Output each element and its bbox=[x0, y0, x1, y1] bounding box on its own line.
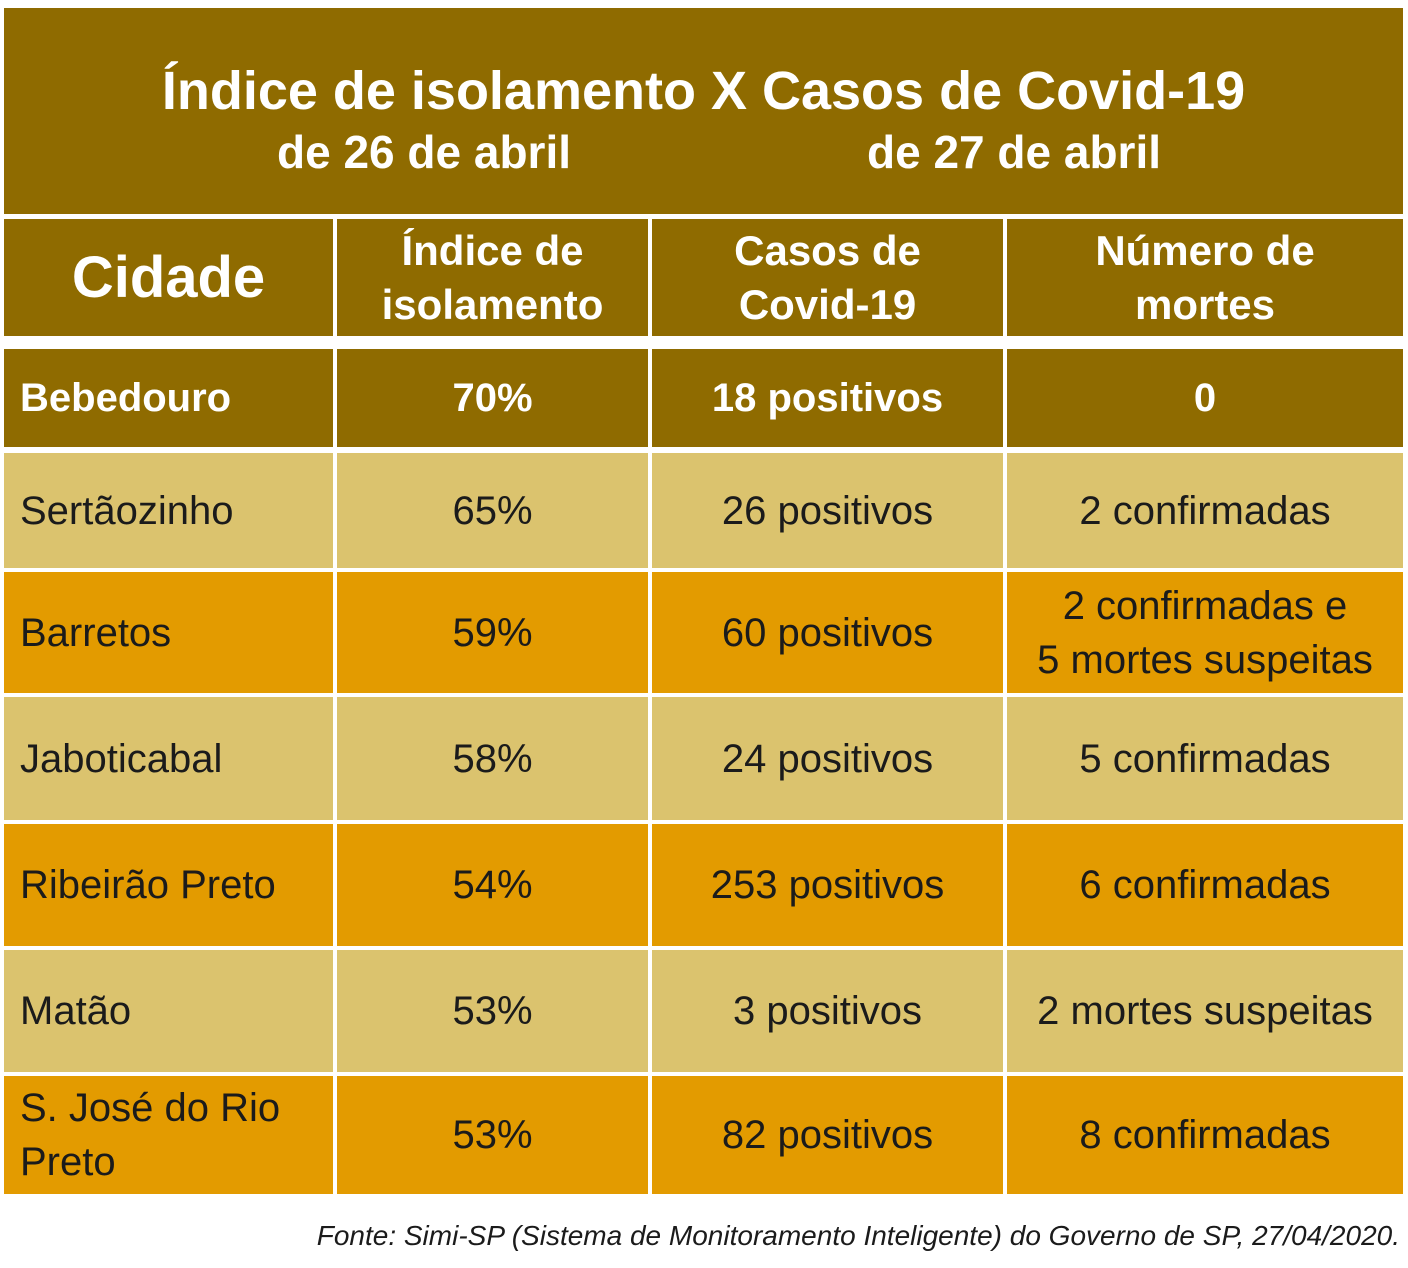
table-cell-r1-cidade-text: Sertãozinho bbox=[20, 488, 234, 533]
table-cell-r1-casos-covid-text: 26 positivos bbox=[721, 488, 934, 533]
table-cell-r5-cidade: Matão bbox=[4, 950, 333, 1072]
table-cell-r6-casos-covid-text: 82 positivos bbox=[721, 1113, 934, 1157]
table-cell-r4-cidade: Ribeirão Preto bbox=[4, 824, 333, 946]
table-cell-r6-numero-mortes-text: 8 confirmadas bbox=[1079, 1113, 1331, 1157]
table-cell-r6-numero-mortes: 8 confirmadas bbox=[1007, 1076, 1403, 1194]
table-cell-r4-casos-covid-text: 253 positivos bbox=[710, 863, 945, 907]
table-cell-r1-indice-isolamento-text: 65% bbox=[452, 488, 533, 533]
table-cell-r5-indice-isolamento: 53% bbox=[337, 950, 648, 1072]
table-title-banner: Índice de isolamento X Casos de Covid-19… bbox=[4, 8, 1403, 214]
table-cell-r0-cidade: Bebedouro bbox=[4, 349, 333, 447]
table-cell-r3-casos-covid-text: 24 positivos bbox=[721, 736, 934, 781]
table-cell-r3-numero-mortes: 5 confirmadas bbox=[1007, 697, 1403, 820]
table-cell-r1-casos-covid: 26 positivos bbox=[652, 453, 1003, 568]
table-cell-r3-cidade: Jaboticabal bbox=[4, 697, 333, 820]
table-cell-r4-indice-isolamento: 54% bbox=[337, 824, 648, 946]
table-cell-r0-casos-covid-text: 18 positivos bbox=[711, 376, 944, 420]
table-cell-r0-numero-mortes: 0 bbox=[1007, 349, 1403, 447]
table-cell-r6-casos-covid: 82 positivos bbox=[652, 1076, 1003, 1194]
column-header-numero-mortes-text: Número de mortes bbox=[1095, 226, 1315, 328]
table-cell-r2-indice-isolamento-text: 59% bbox=[452, 610, 533, 655]
column-header-indice-isolamento: Índice de isolamento bbox=[337, 219, 648, 336]
table-cell-r1-numero-mortes-text: 2 confirmadas bbox=[1079, 488, 1331, 533]
table-cell-r3-indice-isolamento: 58% bbox=[337, 697, 648, 820]
column-header-casos-covid: Casos de Covid-19 bbox=[652, 219, 1003, 336]
table-cell-r5-casos-covid-text: 3 positivos bbox=[733, 989, 922, 1033]
table-cell-r5-numero-mortes-text: 2 mortes suspeitas bbox=[1037, 989, 1373, 1033]
table-cell-r5-numero-mortes: 2 mortes suspeitas bbox=[1007, 950, 1403, 1072]
table-cell-r0-indice-isolamento: 70% bbox=[337, 349, 648, 447]
table-cell-r0-numero-mortes-text: 0 bbox=[1193, 376, 1217, 420]
table-cell-r0-casos-covid: 18 positivos bbox=[652, 349, 1003, 447]
table-cell-r4-numero-mortes: 6 confirmadas bbox=[1007, 824, 1403, 946]
table-cell-r4-casos-covid: 253 positivos bbox=[652, 824, 1003, 946]
title-date-isolation: de 26 de abril bbox=[276, 126, 571, 178]
table-cell-r6-cidade: S. José do Rio Preto bbox=[4, 1076, 333, 1194]
table-cell-r6-indice-isolamento-text: 53% bbox=[452, 1113, 533, 1157]
table-cell-r3-casos-covid: 24 positivos bbox=[652, 697, 1003, 820]
table-cell-r6-indice-isolamento: 53% bbox=[337, 1076, 648, 1194]
table-cell-r3-numero-mortes-text: 5 confirmadas bbox=[1079, 736, 1331, 781]
table-cell-r4-cidade-text: Ribeirão Preto bbox=[20, 863, 276, 907]
table-cell-r4-indice-isolamento-text: 54% bbox=[452, 863, 533, 907]
table-cell-r5-casos-covid: 3 positivos bbox=[652, 950, 1003, 1072]
column-header-indice-isolamento-text: Índice de isolamento bbox=[381, 226, 604, 328]
table-cell-r0-cidade-text: Bebedouro bbox=[20, 376, 232, 420]
table-cell-r6-cidade-text: S. José do Rio Preto bbox=[20, 1086, 281, 1184]
table-cell-r3-indice-isolamento-text: 58% bbox=[452, 736, 533, 781]
table-cell-r2-cidade-text: Barretos bbox=[20, 610, 172, 655]
table-cell-r1-numero-mortes: 2 confirmadas bbox=[1007, 453, 1403, 568]
table-cell-r5-indice-isolamento-text: 53% bbox=[452, 989, 533, 1033]
table-cell-r1-indice-isolamento: 65% bbox=[337, 453, 648, 568]
table-cell-r4-numero-mortes-text: 6 confirmadas bbox=[1079, 863, 1331, 907]
table-cell-r0-indice-isolamento-text: 70% bbox=[452, 376, 533, 420]
table-cell-r2-indice-isolamento: 59% bbox=[337, 572, 648, 693]
table-cell-r1-cidade: Sertãozinho bbox=[4, 453, 333, 568]
source-note: Fonte: Simi-SP (Sistema de Monitoramento… bbox=[316, 1220, 1400, 1251]
table-cell-r2-cidade: Barretos bbox=[4, 572, 333, 693]
table-cell-r3-cidade-text: Jaboticabal bbox=[20, 736, 223, 781]
column-header-cidade-text: Cidade bbox=[71, 244, 266, 310]
table-cell-r5-cidade-text: Matão bbox=[20, 989, 132, 1033]
table-title: Índice de isolamento X Casos de Covid-19 bbox=[161, 61, 1246, 121]
table-cell-r2-casos-covid-text: 60 positivos bbox=[721, 610, 934, 655]
title-date-cases: de 27 de abril bbox=[866, 126, 1161, 178]
table-cell-r2-casos-covid: 60 positivos bbox=[652, 572, 1003, 693]
column-header-cidade: Cidade bbox=[4, 219, 333, 336]
column-header-casos-covid-text: Casos de Covid-19 bbox=[734, 226, 921, 328]
column-header-numero-mortes: Número de mortes bbox=[1007, 219, 1403, 336]
